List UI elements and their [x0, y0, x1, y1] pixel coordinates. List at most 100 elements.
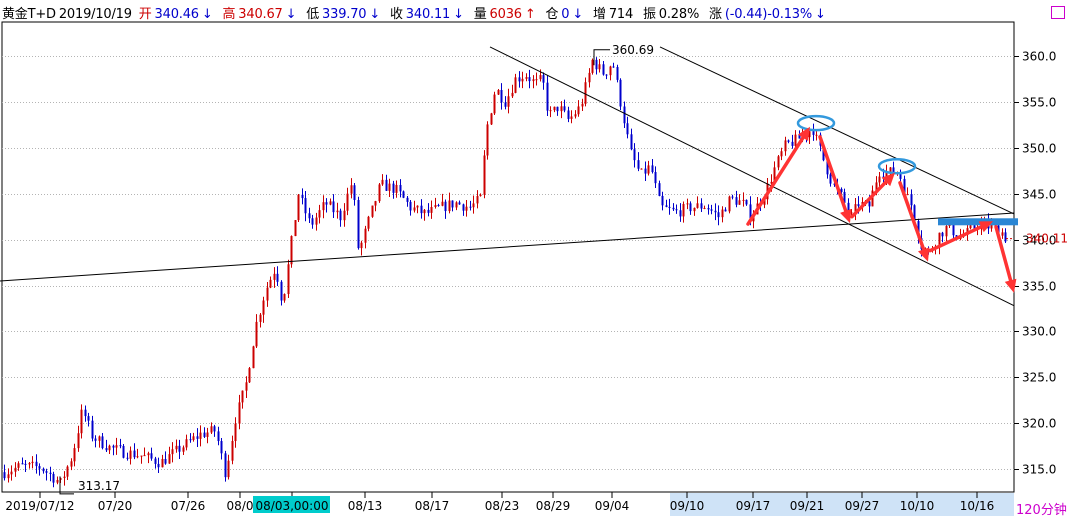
candle-body [780, 151, 783, 157]
candle-body [227, 460, 230, 478]
trend-arrow-head [917, 247, 930, 262]
quote-header: 黄金T+D 2019/10/19 开 340.46 ↓ 高 340.67 ↓ 低 339.7… [2, 3, 832, 23]
candle-body [119, 445, 122, 447]
candle-body [497, 90, 500, 95]
candle-body [693, 207, 696, 212]
candle-body [248, 368, 251, 383]
instrument-name: 黄金T+D [2, 7, 56, 22]
candle-body [941, 232, 944, 237]
candle-body [1001, 232, 1004, 236]
y-tick-label: 335.0 [1022, 280, 1056, 294]
increase-label: 增 [593, 7, 606, 22]
candle-body [7, 474, 10, 479]
candle-body [238, 402, 241, 424]
candle-body [35, 461, 38, 467]
candle-body [133, 450, 136, 458]
candle-body [822, 145, 825, 161]
y-tick-label: 325.0 [1022, 371, 1056, 385]
candle-body [990, 224, 993, 229]
low-marker-line [59, 476, 74, 495]
candle-body [812, 131, 815, 135]
candle-body [623, 106, 626, 124]
candle-body [798, 134, 801, 139]
candle-body [252, 346, 255, 369]
candle-body [266, 287, 269, 301]
trend-arrow-head [840, 208, 852, 224]
candles-group [3, 57, 1007, 488]
candle-body [875, 182, 878, 191]
candle-body [280, 281, 283, 301]
candle-body [472, 203, 475, 208]
candle-body [549, 110, 552, 112]
trend-arrow-head [978, 221, 993, 233]
candle-body [910, 194, 913, 206]
candle-body [885, 171, 888, 178]
candle-body [360, 242, 363, 249]
candle-body [140, 455, 143, 457]
candle-body [794, 134, 797, 146]
x-tick-label: 08/17 [415, 499, 450, 513]
candle-body [157, 463, 160, 468]
candle-body [854, 204, 857, 213]
candle-body [878, 176, 881, 183]
candle-body [661, 195, 664, 206]
candle-body [574, 114, 577, 117]
candle-body [392, 183, 395, 193]
candle-body [311, 218, 314, 225]
amplitude-value: 0.28% [658, 7, 700, 22]
period-label[interactable]: 120分钟 [1016, 503, 1067, 518]
candle-body [154, 458, 157, 464]
candle-body [630, 134, 633, 150]
high-marker-line [593, 49, 610, 66]
candle-body [843, 191, 846, 203]
candle-body [49, 472, 52, 474]
candle-body [210, 426, 213, 433]
candle-body [556, 106, 559, 112]
candle-body [791, 141, 794, 146]
close-value: 340.11 [405, 7, 451, 22]
candle-body [469, 206, 472, 208]
candle-body [462, 204, 465, 211]
candle-body [539, 75, 542, 80]
low-label: 低 [306, 7, 320, 22]
candle-body [829, 174, 832, 184]
candle-body [1004, 232, 1007, 242]
low-quote: 低 339.70 ↓ [306, 7, 383, 22]
candle-body [192, 436, 195, 440]
candle-body [126, 457, 129, 459]
candle-body [633, 149, 636, 161]
candle-body [245, 382, 248, 391]
visible-range-highlight [670, 493, 1014, 516]
candle-body [892, 167, 895, 174]
candle-body [486, 124, 489, 156]
candle-body [308, 213, 311, 219]
candle-body [815, 134, 818, 136]
volume-arrow: ↑ [524, 7, 536, 22]
candle-body [868, 201, 871, 207]
candle-body [441, 201, 444, 206]
candle-body [273, 273, 276, 280]
candle-body [458, 202, 461, 205]
candle-body [738, 200, 741, 205]
candle-body [297, 194, 300, 221]
candle-body [535, 79, 538, 81]
candle-body [388, 183, 391, 191]
candle-body [3, 472, 6, 479]
candle-body [203, 432, 206, 437]
x-tick-label: 08/03,00:00 [256, 499, 329, 513]
candle-body [147, 453, 150, 456]
candle-body [63, 476, 66, 478]
candle-body [542, 75, 545, 83]
candle-body [605, 74, 608, 76]
open-quote: 开 340.46 ↓ [139, 7, 216, 22]
indicator-toggle-box[interactable] [1051, 6, 1065, 19]
candle-body [294, 220, 297, 237]
open-value: 340.46 [154, 7, 199, 22]
candle-body [290, 236, 293, 265]
candle-body [98, 436, 101, 441]
candle-body [647, 165, 650, 174]
trend-arrow-shaft [746, 135, 805, 226]
x-tick-label: 09/10 [670, 499, 705, 513]
low-arrow: ↓ [369, 7, 381, 22]
